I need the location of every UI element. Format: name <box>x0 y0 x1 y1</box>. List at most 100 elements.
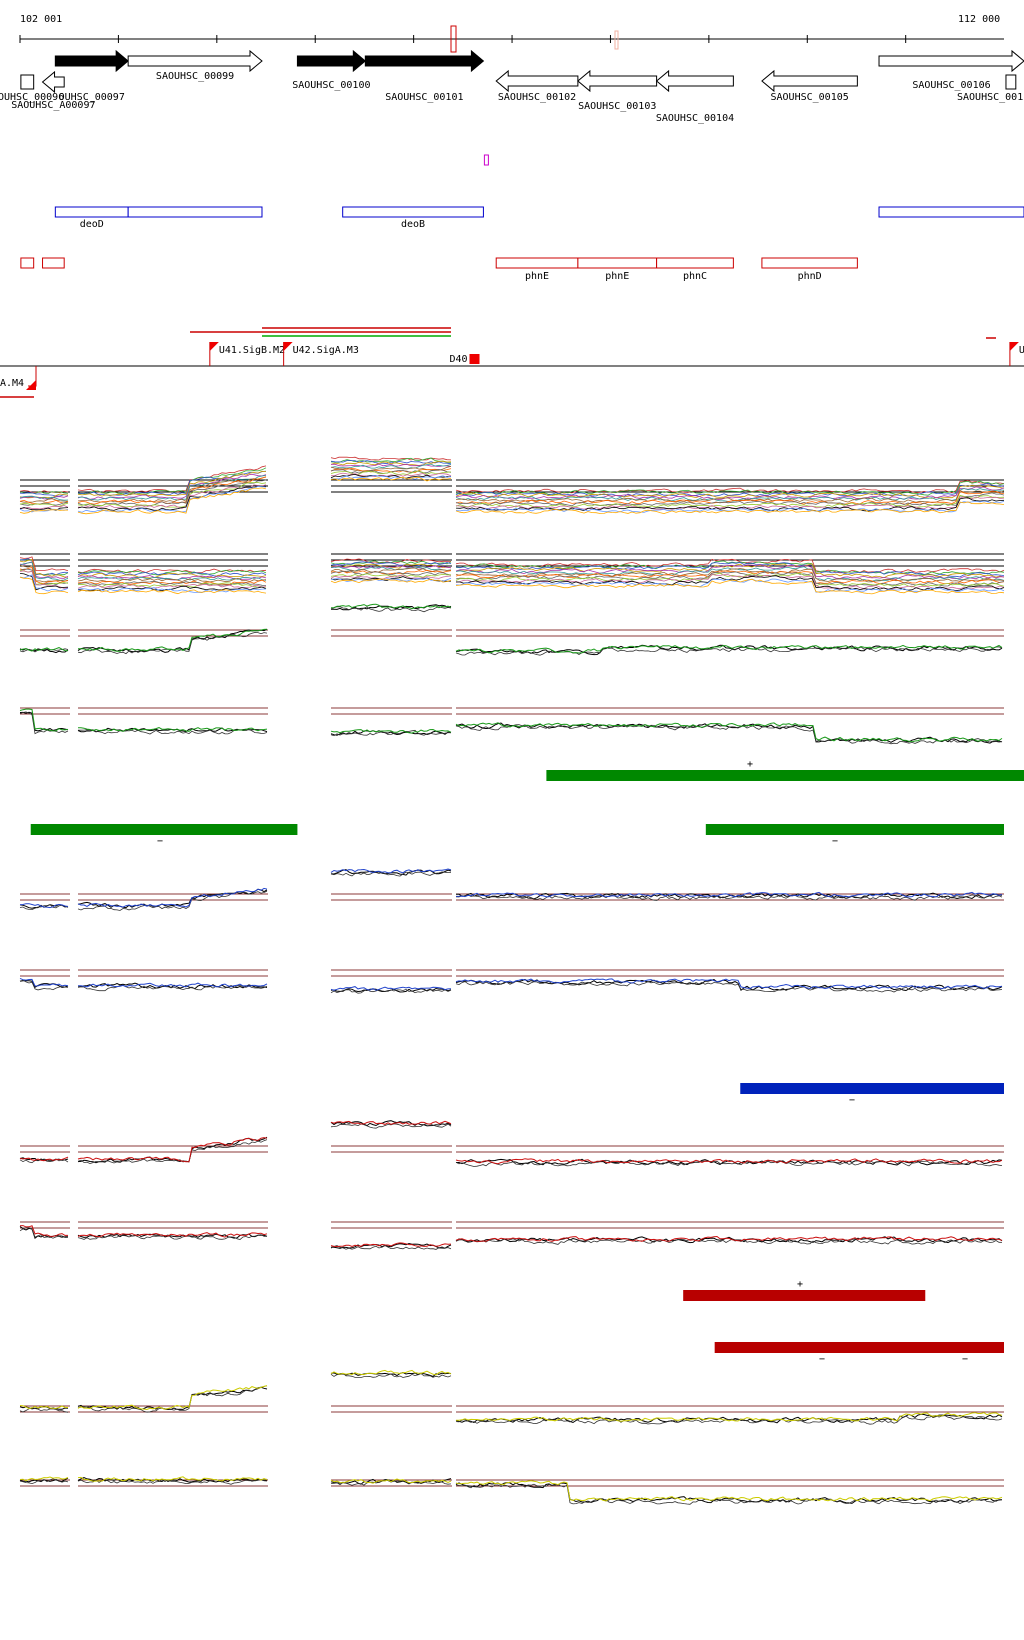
magenta-marker <box>483 154 489 166</box>
bundle-series-line <box>330 470 452 476</box>
bundle-track-forward <box>19 456 1005 515</box>
bundle-series-line <box>19 490 69 494</box>
bundle-series-line <box>77 582 267 588</box>
green-track-forward <box>19 603 1004 656</box>
sample-line-black <box>455 1413 1003 1424</box>
sample-line-colored <box>330 986 452 991</box>
red-annotation-label: phnC <box>683 271 707 282</box>
sample-line-colored <box>455 978 1003 990</box>
bundle-series-line <box>77 485 267 511</box>
sample-line-colored <box>330 1242 452 1248</box>
sample-line-black <box>455 1238 1003 1245</box>
sample-line-black <box>19 1227 69 1239</box>
sample-line-black <box>330 1242 452 1249</box>
bundle-series-line <box>455 570 1005 585</box>
segment-bars: + − − − + − − <box>30 759 1024 1365</box>
bundle-series-line <box>330 463 452 468</box>
red-annotation-box <box>42 257 65 269</box>
bundle-series-line <box>19 573 69 591</box>
sample-line-black <box>455 644 1003 656</box>
sample-line-black <box>330 1123 452 1129</box>
axis-cursor-marker <box>450 25 457 53</box>
g103-gene-arrow <box>577 69 658 93</box>
g107-gene-shape <box>1005 74 1017 90</box>
sample-line-colored <box>455 644 1003 654</box>
sample-line-colored <box>455 891 1003 898</box>
sample-line-colored <box>77 1385 268 1411</box>
segment-bar <box>740 1083 1004 1094</box>
promoter-label: U43.S <box>1019 345 1024 356</box>
yellow-track-forward <box>19 1369 1004 1425</box>
sample-line-black <box>19 1478 69 1485</box>
promoter-flag <box>26 380 36 390</box>
sample-line-colored <box>77 887 268 908</box>
sample-line-colored <box>330 1478 452 1484</box>
bundle-series-line <box>455 558 1005 574</box>
promoter-label: A.M4 <box>0 378 24 389</box>
blue-annotation-label: deoB <box>401 219 425 230</box>
red-annotation-box <box>577 257 658 269</box>
yellow-track-reverse <box>19 1476 1004 1505</box>
promoter-1: U42.SigA.M3 <box>283 342 359 366</box>
sample-line-black <box>330 871 451 877</box>
promoter-flag <box>283 342 293 351</box>
bundle-series-line <box>330 472 452 477</box>
bundle-series-line <box>19 502 69 507</box>
sample-line-colored <box>19 903 69 909</box>
sample-line-black <box>330 1245 452 1250</box>
promoter-flag <box>469 354 480 364</box>
bundle-series-line <box>455 486 1005 501</box>
segment-sign-label: + <box>797 1279 803 1290</box>
sample-line-black <box>19 980 69 989</box>
sample-line-black <box>77 1478 268 1485</box>
bundle-series-line <box>19 492 69 497</box>
bundle-series-line <box>330 460 452 465</box>
bundle-series-line <box>19 507 69 511</box>
red-annotation-box <box>495 257 579 269</box>
sample-line-colored <box>330 603 452 610</box>
segment-sign-label: − <box>962 1354 968 1365</box>
bundle-series-line <box>19 559 69 578</box>
sample-line-black <box>455 646 1003 656</box>
sample-line-black <box>455 894 1003 901</box>
coordinate-axis: 102 001 112 000 <box>19 14 1004 53</box>
bundle-series-line <box>19 495 69 500</box>
blue-annotation-label: deoD <box>80 219 104 230</box>
promoter-4: A.M4 <box>0 366 37 390</box>
bundle-series-line <box>330 465 452 472</box>
red-track-reverse <box>19 1221 1004 1250</box>
g99-gene-arrow <box>127 49 263 73</box>
bundle-series-line <box>330 463 452 470</box>
g99-gene-label: SAOUHSC_00099 <box>156 71 234 82</box>
sample-line-black <box>455 978 1003 992</box>
sample-line-black <box>455 1483 1003 1505</box>
bundle-series-line <box>330 561 452 567</box>
sample-line-colored <box>19 1225 68 1237</box>
axis-ticks <box>19 35 907 43</box>
g100-gene-label: SAOUHSC_00100 <box>292 80 370 91</box>
bundle-series-line <box>77 583 267 589</box>
g104-gene-label: SAOUHSC_00104 <box>656 113 734 124</box>
blue-annotation-box <box>878 206 1024 218</box>
sample-line-black <box>455 980 1003 993</box>
segment-sign-label: − <box>832 836 838 847</box>
blue-annotation-box <box>127 206 263 218</box>
segment-sign-label: − <box>849 1095 855 1106</box>
bundle-series-line <box>455 480 1005 496</box>
promoter-label: D40 <box>449 354 467 365</box>
segment-sign-label: + <box>747 759 753 770</box>
sample-line-colored <box>19 977 69 987</box>
promoter-track: U41.SigB.M2 U42.SigA.M3 D40 U43.S A.M4 <box>0 327 1024 398</box>
sample-line-colored <box>78 982 268 988</box>
bundle-series-line <box>77 571 267 577</box>
bundle-series-line <box>19 504 69 510</box>
red-annotation-label: phnD <box>798 271 822 282</box>
g105-gene-label: SAOUHSC_00105 <box>770 92 848 103</box>
bundle-series-line <box>330 570 452 576</box>
red-annotation-label: phnE <box>525 271 549 282</box>
sample-line-black <box>77 1477 268 1483</box>
bundle-series-line <box>77 589 267 595</box>
g96-gene-shape <box>20 74 35 90</box>
segment-bar <box>30 824 298 835</box>
promoter-2: D40 <box>449 354 480 365</box>
